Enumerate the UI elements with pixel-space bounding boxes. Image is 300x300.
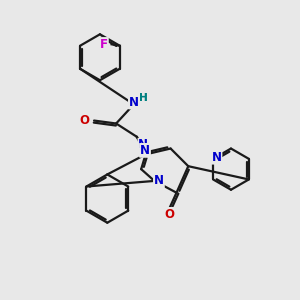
Text: N: N [129,95,139,109]
Text: N: N [154,174,164,188]
Text: H: H [139,93,148,103]
Text: N: N [140,144,150,157]
Text: N: N [129,95,139,109]
Text: N: N [138,139,148,152]
Text: O: O [164,208,174,221]
Text: O: O [80,114,90,127]
Text: N: N [212,151,222,164]
Text: F: F [100,38,108,51]
Text: N: N [140,144,150,157]
Text: N: N [154,174,164,188]
Text: H: H [139,93,148,103]
